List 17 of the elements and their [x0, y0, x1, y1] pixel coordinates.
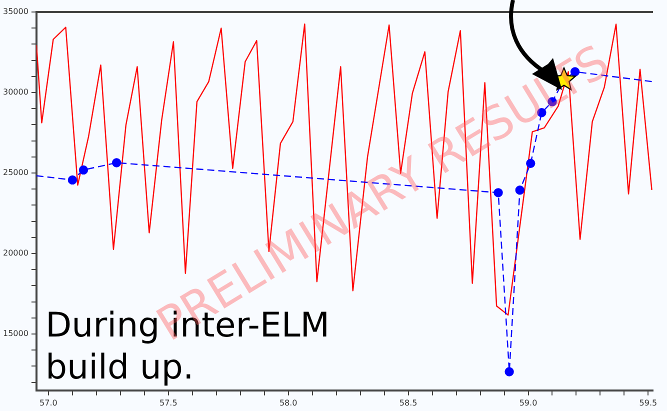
x-tick-label: 57.0	[40, 398, 58, 408]
point	[504, 367, 514, 376]
point	[78, 165, 88, 175]
y-tick-label: 20000	[2, 248, 28, 258]
y-tick-label: 15000	[2, 329, 28, 338]
point	[112, 158, 122, 168]
y-tick-label: 30000	[2, 88, 28, 97]
x-tick-label: 58.0	[279, 398, 298, 408]
x-tick-label: 58.5	[399, 398, 418, 408]
x-tick-label: 59.5	[639, 398, 658, 408]
y-tick-label: 35000	[2, 7, 28, 16]
x-tick-label: 59.0	[519, 398, 538, 408]
point	[515, 185, 524, 195]
point	[68, 175, 78, 185]
y-tick-label: 25000	[2, 168, 28, 178]
point	[494, 188, 503, 198]
x-tick-label: 57.5	[159, 398, 178, 408]
